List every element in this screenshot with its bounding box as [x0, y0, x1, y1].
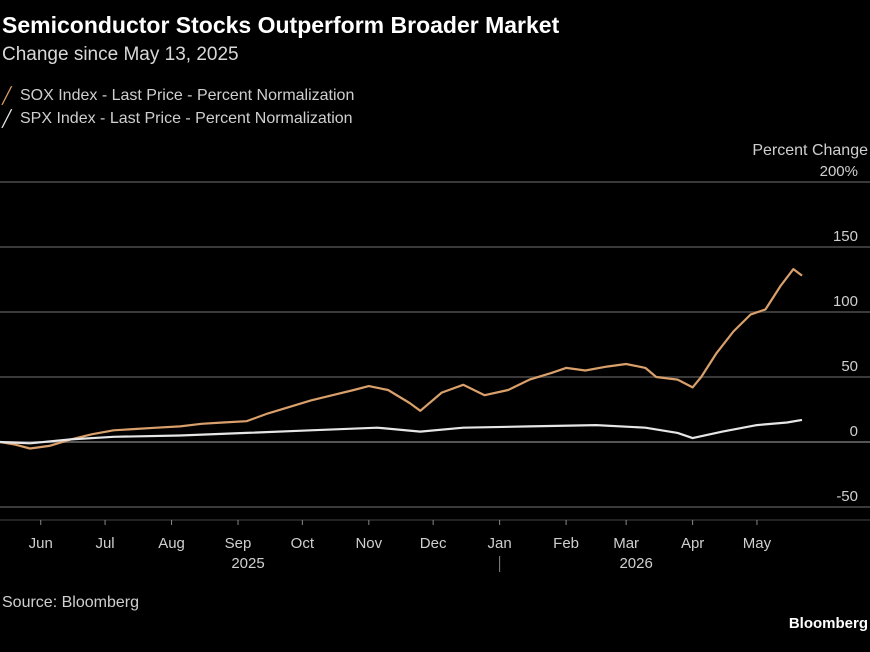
- x-tick-label-10: Apr: [681, 535, 704, 552]
- y-tick-label-4: 0: [850, 423, 858, 440]
- chart-title: Semiconductor Stocks Outperform Broader …: [2, 12, 560, 38]
- legend-item-spx: ╱ SPX Index - Last Price - Percent Norma…: [2, 107, 354, 130]
- legend: ╱ SOX Index - Last Price - Percent Norma…: [2, 84, 354, 130]
- x-tick-label-3: Sep: [225, 535, 252, 552]
- chart-subtitle: Change since May 13, 2025: [2, 44, 239, 65]
- y-tick-label-1: 150: [833, 228, 858, 245]
- legend-swatch-sox: ╱: [2, 87, 12, 105]
- x-tick-label-7: Jan: [488, 535, 512, 552]
- legend-item-sox: ╱ SOX Index - Last Price - Percent Norma…: [2, 84, 354, 107]
- x-tick-label-6: Dec: [420, 535, 447, 552]
- source-note: Source: Bloomberg: [2, 594, 139, 611]
- x-year-label-1: 2026: [619, 555, 652, 572]
- x-tick-label-1: Jul: [95, 535, 114, 552]
- x-tick-label-11: May: [743, 535, 772, 552]
- x-tick-label-9: Mar: [613, 535, 639, 552]
- y-tick-label-2: 100: [833, 293, 858, 310]
- x-tick-label-5: Nov: [355, 535, 382, 552]
- series-line-spx: [0, 418, 803, 445]
- legend-label-spx: SPX Index - Last Price - Percent Normali…: [20, 109, 353, 127]
- x-tick-label-8: Feb: [553, 535, 579, 552]
- legend-swatch-spx: ╱: [2, 110, 12, 128]
- x-tick-label-2: Aug: [158, 535, 185, 552]
- y-tick-label-3: 50: [841, 358, 858, 375]
- y-tick-label-0: 200%: [820, 163, 858, 180]
- brand-logo: Bloomberg: [788, 615, 868, 632]
- legend-label-sox: SOX Index - Last Price - Percent Normali…: [20, 86, 355, 104]
- x-year-label-0: 2025: [231, 555, 264, 572]
- x-tick-label-4: Oct: [291, 535, 315, 552]
- series-line-sox: [0, 268, 803, 450]
- y-tick-label-5: -50: [836, 488, 858, 505]
- x-tick-label-0: Jun: [29, 535, 53, 552]
- y-axis-title: Percent Change: [752, 142, 868, 159]
